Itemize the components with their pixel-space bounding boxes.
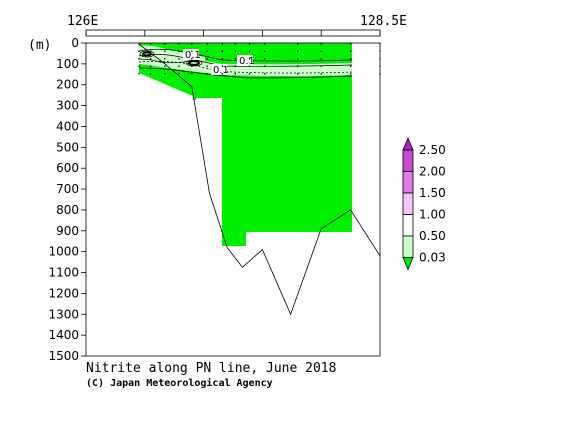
chart-subtitle: (C) Japan Meteorological Agency — [86, 377, 273, 389]
y-tick-label-1400: 1400 — [48, 328, 79, 342]
colorbar-top-triangle — [402, 136, 414, 151]
nitrite-fill-main — [139, 43, 352, 246]
contour-line-1 — [138, 48, 353, 62]
top-axis-ticks — [85, 30, 381, 36]
colorbar-label: 0.03 — [419, 251, 446, 265]
y-tick-label-400: 400 — [56, 119, 79, 133]
y-tick-label-200: 200 — [56, 78, 79, 92]
y-tick-label-1100: 1100 — [48, 266, 79, 280]
colorbar-label: 0.50 — [419, 229, 446, 243]
nitrite-field — [139, 43, 352, 246]
top-axis-frame — [85, 29, 381, 37]
y-tick-label-1000: 1000 — [48, 245, 79, 259]
bottom-topography-line — [138, 43, 381, 316]
contour-closed-4 — [188, 60, 200, 66]
y-tick-label-700: 700 — [56, 182, 79, 196]
y-tick-label-1500: 1500 — [48, 349, 79, 363]
y-tick-label-600: 600 — [56, 161, 79, 175]
contour-closed-2 — [142, 51, 152, 57]
plot-frame — [85, 42, 381, 357]
nitrite-tongue — [192, 90, 218, 100]
y-tick-label-900: 900 — [56, 224, 79, 238]
contour-line-4 — [138, 67, 353, 79]
colorbar-label: 2.50 — [419, 143, 446, 157]
y-tick-label-100: 100 — [56, 57, 79, 71]
y-tick-label-1200: 1200 — [48, 286, 79, 300]
colorbar-label: 2.00 — [419, 165, 446, 179]
contour-line-5 — [138, 58, 191, 64]
colorbar-bottom-triangle — [402, 257, 414, 271]
x-label-right: 128.5E — [360, 14, 407, 29]
colorbar-label: 1.00 — [419, 208, 446, 222]
contour-closed-1 — [139, 50, 155, 58]
y-tick-label-1300: 1300 — [48, 307, 79, 321]
colorbar-swatch — [402, 235, 414, 258]
void-1 — [196, 98, 221, 246]
y-tick-label-800: 800 — [56, 203, 79, 217]
x-label-left: 126E — [67, 14, 98, 29]
contour-label-2: 0.1 — [239, 56, 255, 67]
colorbar-swatch — [402, 149, 414, 172]
colorbar-label: 1.50 — [419, 186, 446, 200]
colorbar-swatch — [402, 214, 414, 237]
colorbar-swatch — [402, 192, 414, 215]
y-tick-label-300: 300 — [56, 99, 79, 113]
colorbar: 0.03 0.50 1.00 1.50 2.00 2.50 — [402, 136, 446, 271]
y-tick-label-500: 500 — [56, 140, 79, 154]
void-2 — [246, 232, 352, 356]
contour-label-3: 0.1 — [213, 65, 229, 76]
contour-label-1: 0.1 — [185, 50, 201, 61]
y-axis-label: (m) — [28, 38, 51, 53]
y-axis: 0 100 200 300 400 500 600 700 800 900 1000 1100 1200… — [48, 36, 86, 363]
contour-labels: 0.1 0.1 0.1 — [183, 49, 255, 76]
colorbar-swatch — [402, 171, 414, 194]
chart-title: Nitrite along PN line, June 2018 — [86, 361, 336, 376]
y-tick-label-0: 0 — [71, 36, 79, 50]
